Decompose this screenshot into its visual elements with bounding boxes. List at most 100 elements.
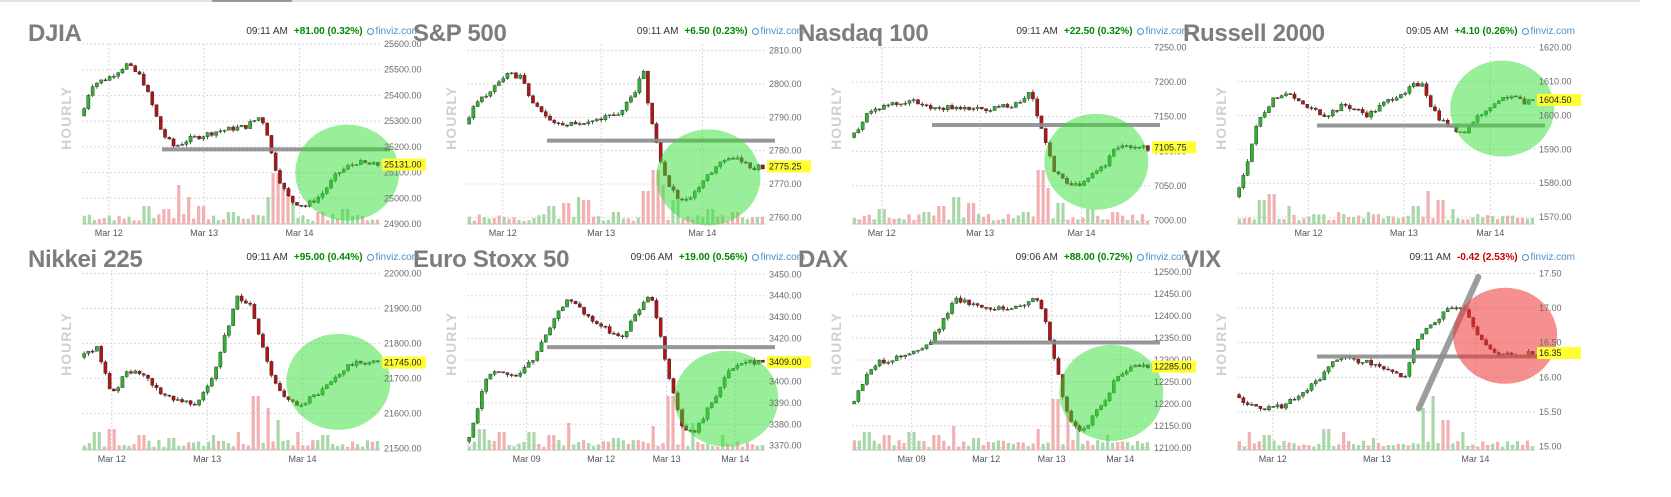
candle-body [1258,116,1263,127]
candle-body [197,136,201,140]
candle-body [582,306,586,315]
candle-body [569,299,574,302]
volume-bar [621,440,625,450]
volume-bar [1135,440,1140,450]
y-tick-label: 7050.00 [1154,181,1187,191]
volume-bar [236,216,240,224]
volume-bar [646,443,650,450]
candle-body [1031,92,1035,100]
volume-bar [92,220,96,224]
volume-bar [1066,219,1070,224]
candle-body [116,387,120,392]
volume-bar [532,218,536,224]
finviz-link[interactable]: finviz.com [366,26,420,37]
volume-bar [1106,435,1110,450]
chart-panel[interactable]: S&P 500 09:11 AM +6.50 (0.23%) finviz.com 27… [413,14,825,254]
finviz-link[interactable]: finviz.com [1521,252,1575,263]
volume-bar [962,217,966,224]
chart-title: DJIA [28,20,82,47]
chart-panel[interactable]: Nikkei 225 09:11 AM +95.00 (0.44%) finviz.c… [28,240,440,480]
volume-bar [1525,218,1530,224]
candle-body [1043,128,1048,143]
y-tick-label: 15.50 [1539,407,1562,417]
volume-bar [102,218,106,224]
candle-body [637,309,642,315]
candle-body [1322,371,1327,380]
volume-bar [1140,443,1145,450]
volume-bar [102,446,106,450]
candle-body [514,72,518,79]
volume-bar [1076,423,1080,450]
candle-body [980,106,984,109]
candle-body [586,121,591,125]
volume-bar [236,432,240,450]
candle-body [1424,83,1429,96]
volume-bar [1421,216,1425,224]
chart-panel[interactable]: Euro Stoxx 50 09:06 AM +19.00 (0.56%) finvi… [413,240,825,480]
volume-bar [482,216,486,224]
chart-panel[interactable]: Nasdaq 100 09:11 AM +22.50 (0.32%) finviz.c… [798,14,1210,254]
volume-bar [517,219,521,224]
candle-body [1386,368,1390,371]
candle-body [573,300,578,305]
finviz-logo-icon [366,28,374,35]
x-tick-label: Mar 14 [1067,228,1095,238]
last-price-marker [1537,94,1581,107]
candle-body [997,306,1001,310]
source-label: finviz.com [375,26,420,37]
volume-bar [1041,170,1045,224]
candle-body [624,331,629,337]
chart-title: S&P 500 [413,20,507,47]
x-tick-label: Mar 12 [489,228,517,238]
last-price-marker [382,158,426,171]
candle-body [1369,111,1373,118]
price-change: +6.50 (0.23%) [684,26,748,37]
y-tick-label: 25500.00 [384,65,422,75]
volume-bar [497,432,501,450]
volume-bar [957,446,961,450]
volume-bar [676,444,680,450]
chart-panel[interactable]: DAX 09:06 AM +88.00 (0.72%) finviz.com 12100… [798,240,1210,480]
chart-panel[interactable]: DJIA 09:11 AM +81.00 (0.32%) finviz.com 2490… [28,14,440,254]
volume-bar [981,216,986,224]
volume-bar [326,435,330,450]
timeframe-label: HOURLY [443,312,459,376]
chart-panel[interactable]: VIX 09:11 AM -0.42 (2.53%) finviz.com 15.00 1… [1183,240,1595,480]
volume-bar [552,435,556,450]
volume-bar [947,445,951,450]
candle-body [235,126,240,131]
volume-bar [527,432,531,450]
candle-body [180,144,184,146]
candle-body [90,350,95,353]
candle-body [1305,104,1310,108]
candle-body [535,351,540,361]
volume-bar [167,209,171,224]
volume-bar [1277,218,1281,224]
candlestick-chart: 15.00 15.50 16.00 16.50 17.00 17.50 16.35 Mar 1… [1237,268,1581,464]
candle-body [184,400,189,403]
y-tick-label: 2770.00 [769,179,802,189]
chart-panel[interactable]: Russell 2000 09:05 AM +4.10 (0.26%) finviz.… [1183,14,1595,254]
finviz-link[interactable]: finviz.com [1521,26,1575,37]
volume-bar [681,408,685,450]
candle-body [526,83,531,96]
x-tick-label: Mar 12 [587,454,615,464]
volume-bar [147,206,151,224]
finviz-link[interactable]: finviz.com [366,252,420,263]
finviz-link[interactable]: finviz.com [751,26,805,37]
candle-body [124,63,129,70]
finviz-link[interactable]: finviz.com [751,252,805,263]
volume-bar [591,216,596,224]
candle-body [1288,399,1293,404]
volume-bar [1501,446,1505,450]
candle-body [171,138,176,147]
y-tick-label: 25400.00 [384,90,422,100]
candle-body [184,141,189,145]
volume-bar [281,440,285,450]
finviz-link[interactable]: finviz.com [1136,26,1190,37]
candle-body [265,122,269,136]
volume-bar [306,445,310,450]
timeframe-label: HOURLY [1213,86,1229,150]
finviz-link[interactable]: finviz.com [1136,252,1190,263]
volume-bar [902,219,906,224]
